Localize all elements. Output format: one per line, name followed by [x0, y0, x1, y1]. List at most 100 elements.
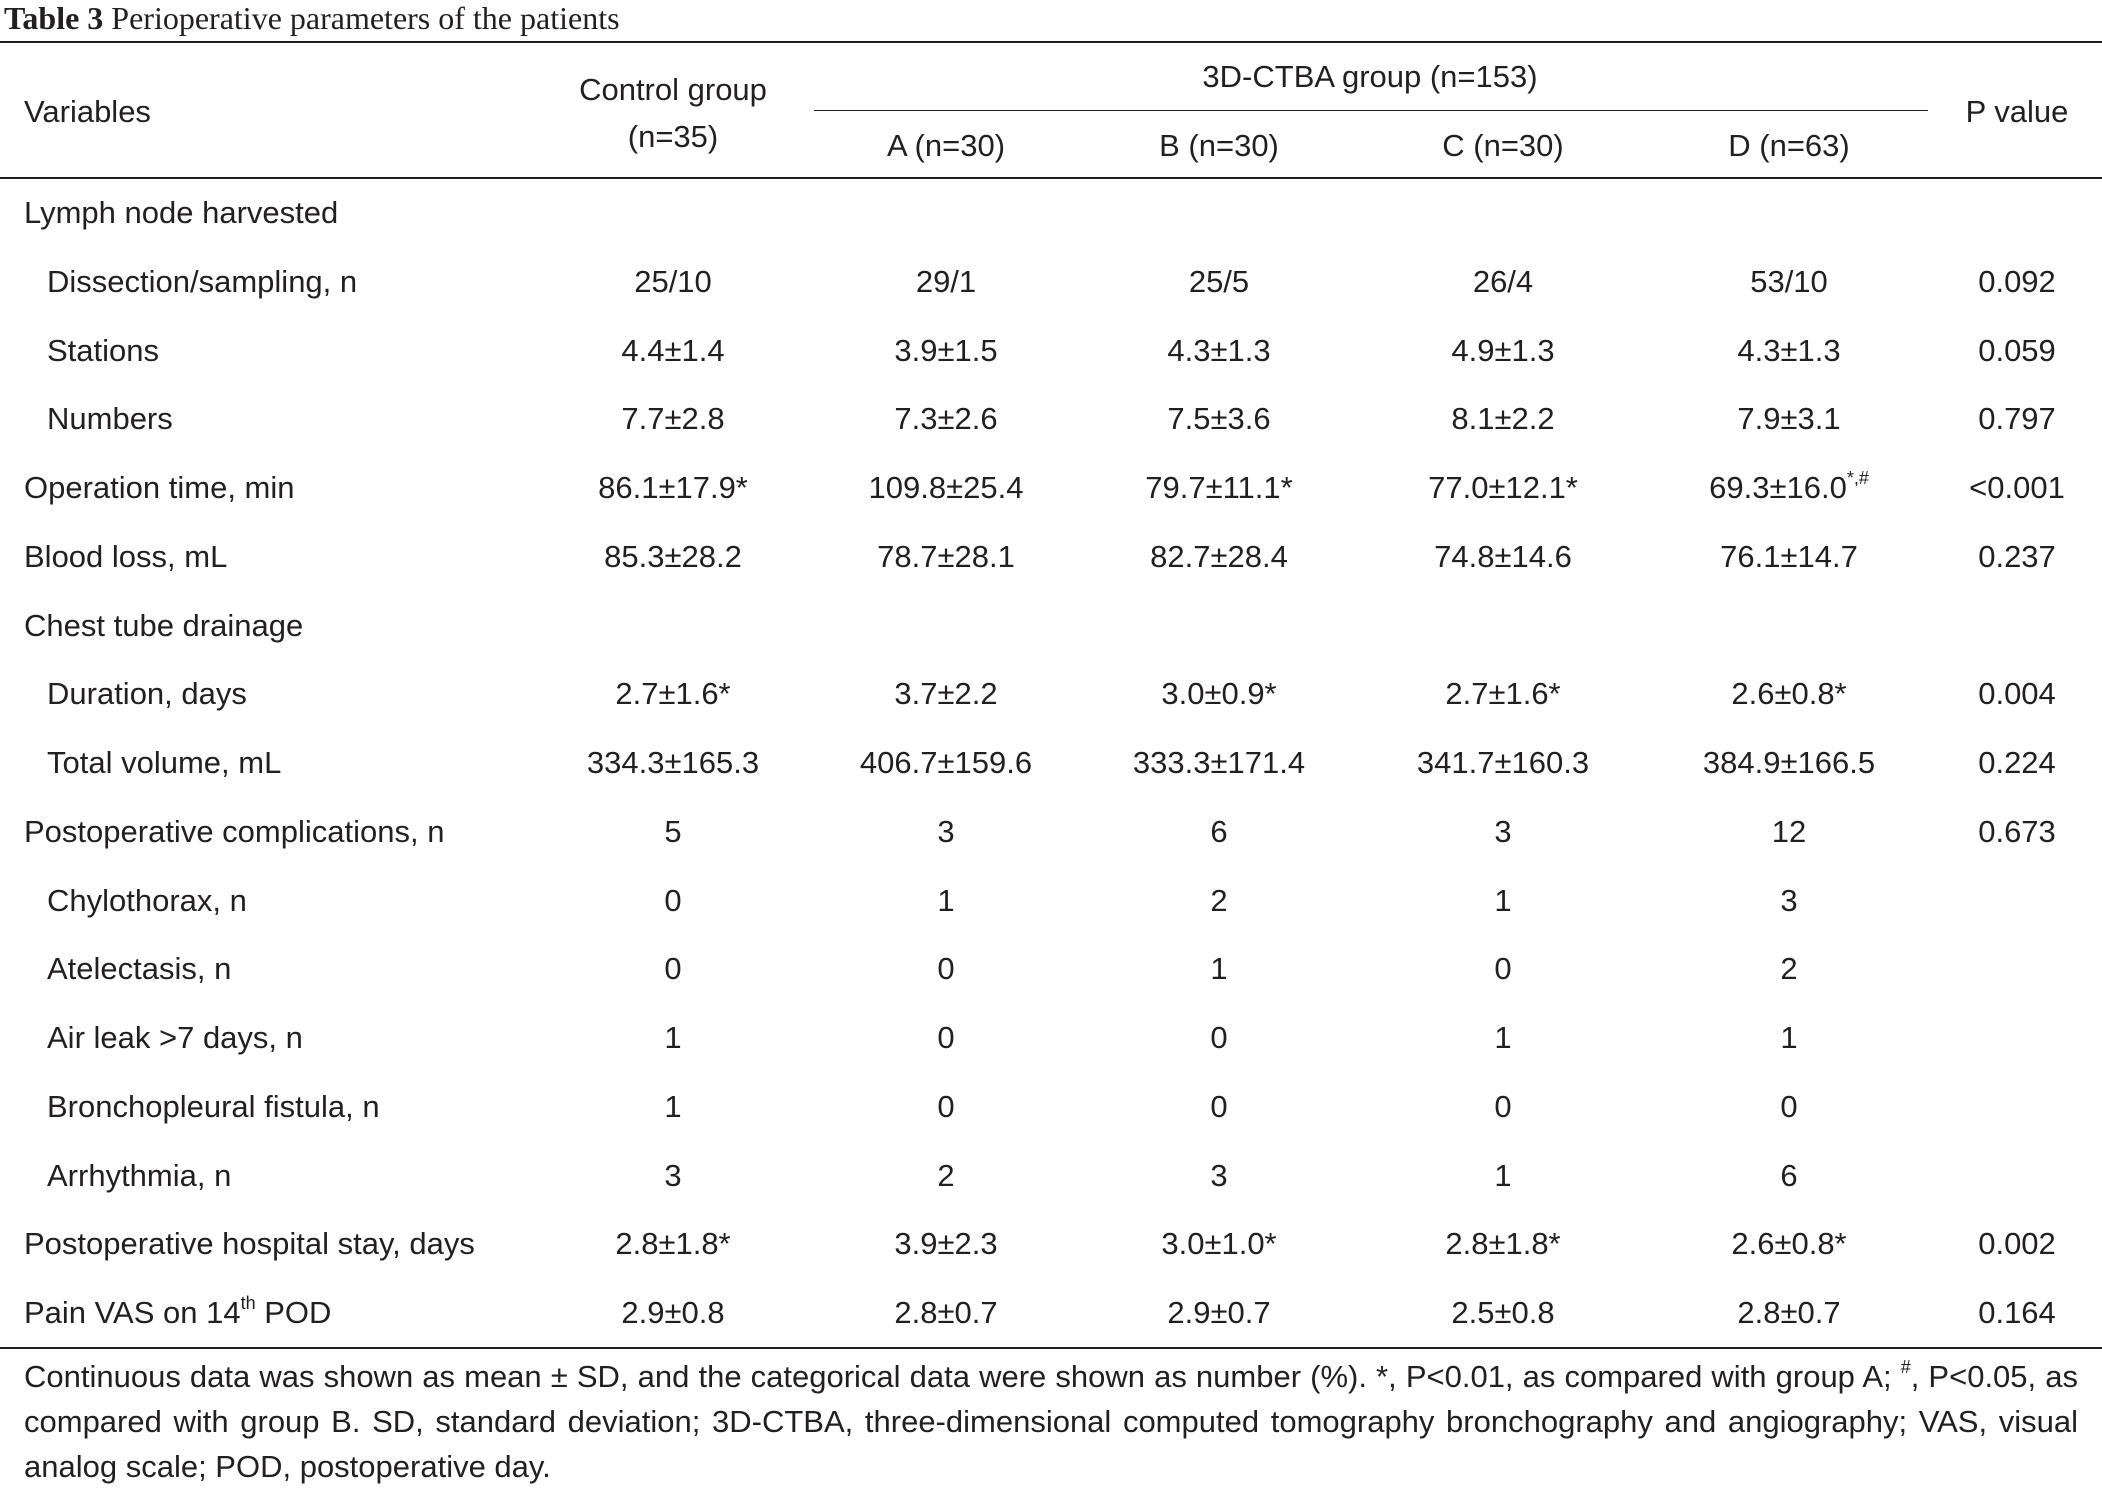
cell-control: 25/10 — [634, 264, 712, 299]
cell-control: 5 — [664, 814, 682, 849]
cell-group-a: 29/1 — [915, 264, 977, 299]
cell-group-b: 3 — [1210, 1158, 1228, 1193]
cell-group-d: 53/10 — [1750, 264, 1828, 299]
cell-group-b: 0 — [1210, 1020, 1228, 1055]
cell-p-value: 0.002 — [1978, 1226, 2056, 1261]
header-p-value: P value — [1965, 94, 2069, 129]
cell-group-c: 8.1±2.2 — [1451, 401, 1555, 436]
cell-group-c: 2.5±0.8 — [1451, 1295, 1555, 1330]
row-label: Pain VAS on 14th POD — [24, 1293, 332, 1330]
cell-control: 334.3±165.3 — [586, 745, 760, 780]
row-label: Atelectasis, n — [47, 951, 232, 986]
cell-group-c: 2.7±1.6* — [1445, 676, 1561, 711]
row-label: Operation time, min — [24, 470, 295, 505]
cell-control: 0 — [664, 883, 682, 918]
cell-group-d: 2.8±0.7 — [1737, 1295, 1841, 1330]
cell-control: 1 — [664, 1089, 682, 1124]
cell-group-a: 3.7±2.2 — [894, 676, 998, 711]
cell-control: 2.8±1.8* — [615, 1226, 731, 1261]
cell-group-b: 25/5 — [1188, 264, 1250, 299]
row-label: Blood loss, mL — [24, 539, 228, 574]
row-label: Bronchopleural fistula, n — [47, 1089, 380, 1124]
cell-group-d: 69.3±16.0*,# — [1709, 468, 1869, 505]
row-label: Lymph node harvested — [24, 195, 339, 230]
cell-group-a: 7.3±2.6 — [894, 401, 998, 436]
cell-group-c: 0 — [1494, 1089, 1512, 1124]
header-control-line1: Control group — [579, 72, 767, 107]
cell-group-d: 384.9±166.5 — [1702, 745, 1876, 780]
cell-group-d: 2.6±0.8* — [1731, 676, 1847, 711]
table-title: Perioperative parameters of the patients — [111, 0, 620, 36]
cell-group-c: 26/4 — [1472, 264, 1534, 299]
cell-p-value: 0.673 — [1978, 814, 2056, 849]
header-bottom-rule — [0, 177, 2102, 179]
cell-group-c: 1 — [1494, 883, 1512, 918]
cell-group-c: 341.7±160.3 — [1416, 745, 1590, 780]
cell-group-d: 1 — [1780, 1020, 1798, 1055]
cell-control: 0 — [664, 951, 682, 986]
cell-p-value: <0.001 — [1969, 470, 2065, 505]
cell-group-b: 82.7±28.4 — [1150, 539, 1288, 574]
cell-group-d: 2 — [1780, 951, 1798, 986]
cell-control: 85.3±28.2 — [604, 539, 742, 574]
table-footnote: Continuous data was shown as mean ± SD, … — [24, 1354, 2078, 1489]
cell-group-c: 2.8±1.8* — [1445, 1226, 1561, 1261]
table-bottom-rule — [0, 1347, 2102, 1349]
cell-group-c: 4.9±1.3 — [1451, 333, 1555, 368]
cell-group-a: 3.9±1.5 — [894, 333, 998, 368]
cell-group-a: 0 — [937, 1020, 955, 1055]
header-control-line2: (n=35) — [627, 119, 719, 154]
cell-group-b: 4.3±1.3 — [1167, 333, 1271, 368]
cell-group-b: 3.0±1.0* — [1161, 1226, 1277, 1261]
cell-group-a: 3 — [937, 814, 955, 849]
row-label: Stations — [47, 333, 160, 368]
row-label: Chylothorax, n — [47, 883, 247, 918]
cell-group-c: 3 — [1494, 814, 1512, 849]
header-ctba-group: 3D-CTBA group (n=153) — [1202, 59, 1538, 94]
cell-control: 86.1±17.9* — [598, 470, 748, 505]
footnote-part2: , P<0.05, as compared with group B. SD, … — [24, 1359, 2078, 1484]
row-label: Postoperative complications, n — [24, 814, 445, 849]
cell-group-d: 12 — [1771, 814, 1807, 849]
cell-control: 2.9±0.8 — [621, 1295, 725, 1330]
cell-group-b: 2 — [1210, 883, 1228, 918]
cell-group-b: 6 — [1210, 814, 1228, 849]
cell-group-d: 0 — [1780, 1089, 1798, 1124]
cell-group-d: 4.3±1.3 — [1737, 333, 1841, 368]
ordinal-superscript: th — [240, 1293, 256, 1313]
row-label: Dissection/sampling, n — [47, 264, 358, 299]
cell-group-c: 1 — [1494, 1158, 1512, 1193]
cell-group-b: 333.3±171.4 — [1132, 745, 1306, 780]
cell-group-a: 0 — [937, 1089, 955, 1124]
row-label: Total volume, mL — [47, 745, 282, 780]
row-label-suffix: POD — [255, 1295, 332, 1330]
cell-control: 4.4±1.4 — [621, 333, 725, 368]
cell-p-value: 0.164 — [1978, 1295, 2056, 1330]
cell-group-a: 1 — [937, 883, 955, 918]
cell-group-d: 2.6±0.8* — [1731, 1226, 1847, 1261]
cell-group-a: 2 — [937, 1158, 955, 1193]
header-group-a: A (n=30) — [886, 128, 1006, 163]
cell-p-value: 0.092 — [1978, 264, 2056, 299]
cell-group-b: 79.7±11.1* — [1145, 470, 1293, 505]
table-number: Table 3 — [4, 0, 104, 36]
cell-group-b: 3.0±0.9* — [1161, 676, 1277, 711]
row-label: Numbers — [47, 401, 173, 436]
row-label: Arrhythmia, n — [47, 1158, 232, 1193]
cell-group-a: 109.8±25.4 — [868, 470, 1024, 505]
header-variables: Variables — [24, 94, 151, 129]
cell-group-b: 0 — [1210, 1089, 1228, 1124]
cell-group-c: 74.8±14.6 — [1434, 539, 1572, 574]
cell-p-value: 0.224 — [1978, 745, 2056, 780]
significance-marker: *,# — [1846, 468, 1869, 488]
cell-group-c: 1 — [1494, 1020, 1512, 1055]
row-label: Postoperative hospital stay, days — [24, 1226, 475, 1261]
cell-control: 3 — [664, 1158, 682, 1193]
cell-p-value: 0.004 — [1978, 676, 2056, 711]
cell-group-a: 78.7±28.1 — [877, 539, 1015, 574]
cell-group-b: 2.9±0.7 — [1167, 1295, 1271, 1330]
cell-group-a: 0 — [937, 951, 955, 986]
row-label: Air leak >7 days, n — [47, 1020, 303, 1055]
cell-group-c: 0 — [1494, 951, 1512, 986]
cell-group-b: 1 — [1210, 951, 1228, 986]
